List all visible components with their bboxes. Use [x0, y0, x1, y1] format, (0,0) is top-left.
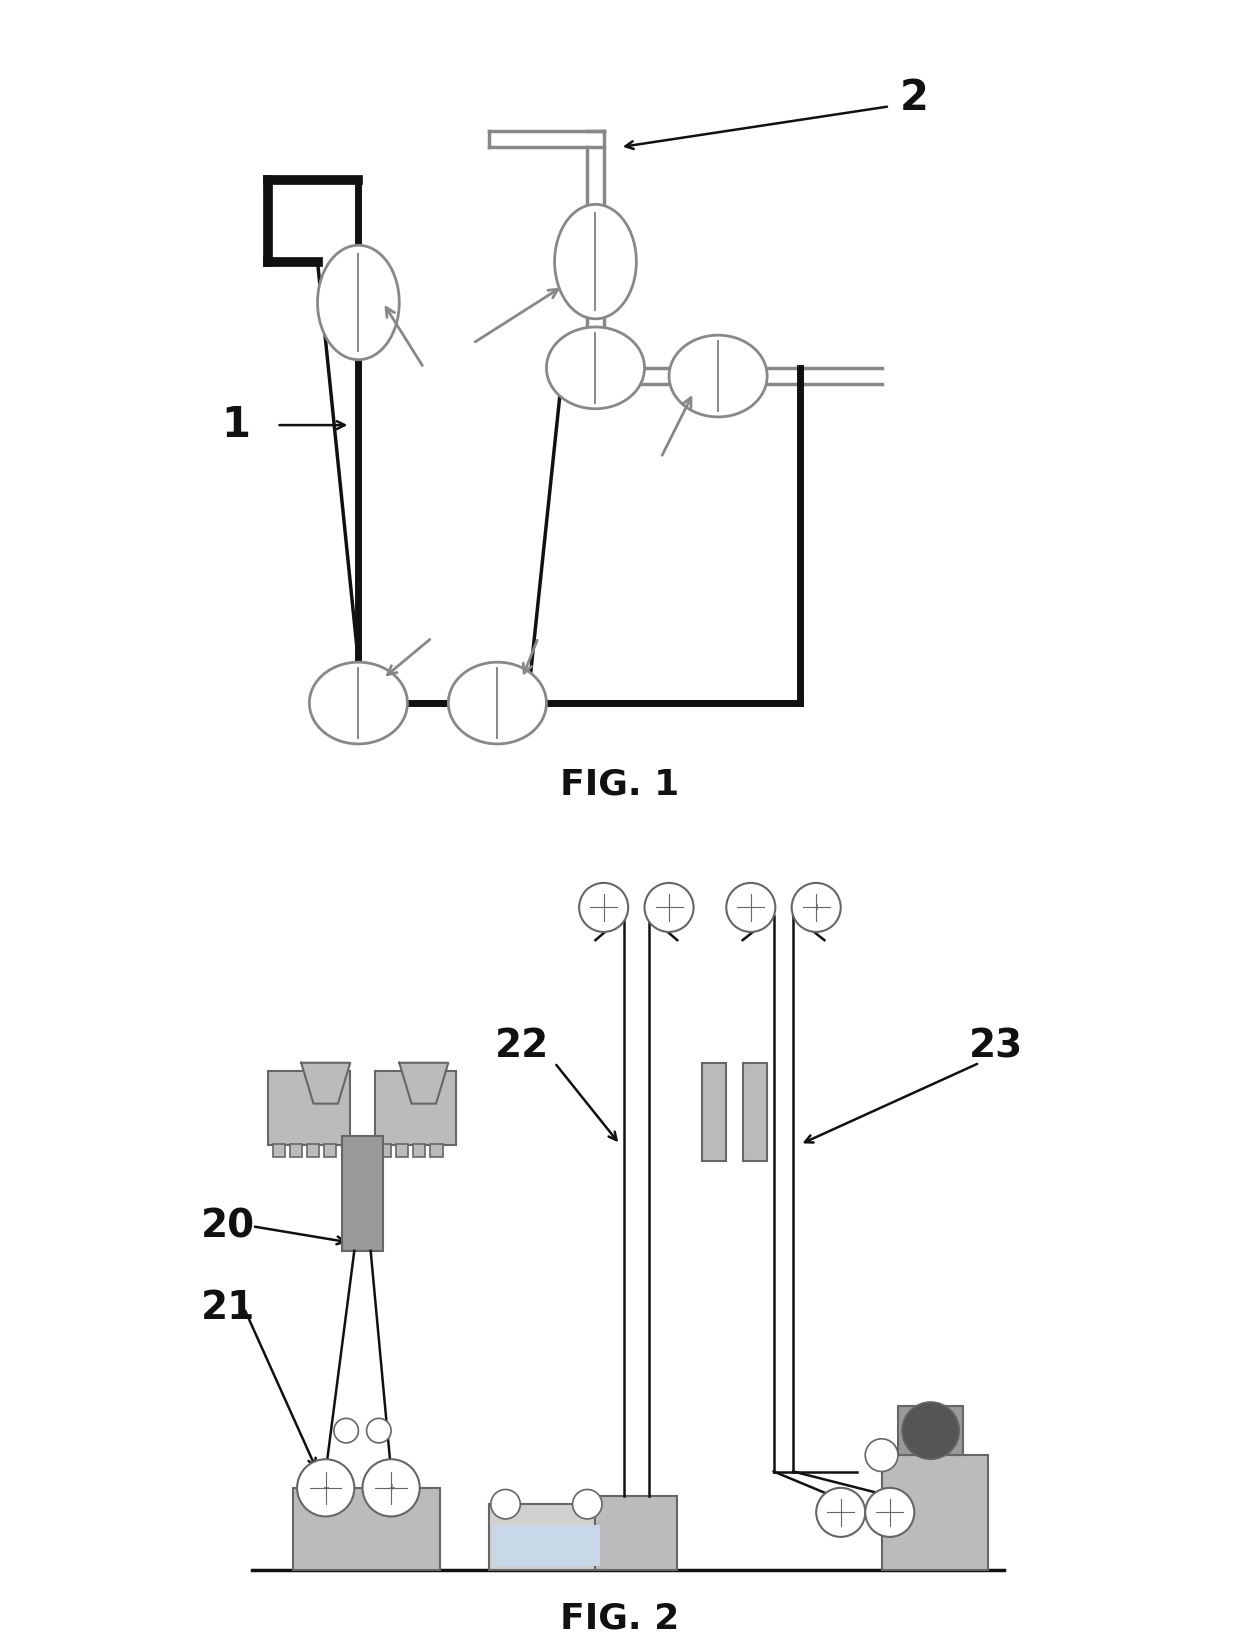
- Circle shape: [866, 1488, 914, 1537]
- Ellipse shape: [309, 662, 408, 744]
- Text: +: +: [600, 903, 608, 912]
- Bar: [374, 1071, 456, 1144]
- Text: +: +: [388, 1483, 394, 1493]
- Bar: [290, 1144, 303, 1158]
- Bar: [882, 1455, 988, 1570]
- Bar: [430, 1144, 443, 1158]
- Bar: [898, 1406, 963, 1455]
- Text: +: +: [887, 1507, 893, 1517]
- Bar: [702, 1063, 727, 1161]
- Text: FIG. 2: FIG. 2: [560, 1602, 680, 1635]
- Ellipse shape: [670, 335, 768, 417]
- Text: 1: 1: [221, 404, 250, 446]
- Bar: [324, 1144, 336, 1158]
- Circle shape: [573, 1489, 601, 1519]
- Text: +: +: [322, 1483, 329, 1493]
- Circle shape: [866, 1439, 898, 1472]
- Circle shape: [298, 1458, 355, 1517]
- Bar: [273, 1144, 285, 1158]
- Bar: [306, 1144, 319, 1158]
- Bar: [494, 1524, 600, 1566]
- Text: +: +: [748, 903, 754, 912]
- Bar: [293, 1488, 440, 1570]
- Text: 23: 23: [968, 1027, 1023, 1066]
- Ellipse shape: [547, 327, 645, 409]
- Ellipse shape: [449, 662, 547, 744]
- Bar: [595, 1496, 677, 1570]
- Text: 22: 22: [495, 1027, 549, 1066]
- Bar: [413, 1144, 425, 1158]
- Text: +: +: [812, 903, 820, 912]
- Ellipse shape: [554, 204, 636, 319]
- Bar: [342, 1136, 383, 1251]
- Polygon shape: [399, 1063, 449, 1104]
- Bar: [396, 1144, 408, 1158]
- Bar: [379, 1144, 391, 1158]
- Text: 2: 2: [900, 77, 929, 119]
- Circle shape: [362, 1458, 419, 1517]
- Text: 20: 20: [201, 1207, 254, 1246]
- Circle shape: [791, 883, 841, 932]
- Bar: [269, 1071, 350, 1144]
- Ellipse shape: [317, 245, 399, 360]
- Circle shape: [334, 1418, 358, 1442]
- Circle shape: [727, 883, 775, 932]
- Text: +: +: [666, 903, 672, 912]
- Circle shape: [367, 1418, 391, 1442]
- Bar: [490, 1504, 604, 1570]
- Circle shape: [816, 1488, 866, 1537]
- Bar: [743, 1063, 768, 1161]
- Text: 21: 21: [201, 1288, 254, 1328]
- Text: +: +: [837, 1507, 844, 1517]
- Circle shape: [901, 1401, 960, 1458]
- Circle shape: [491, 1489, 521, 1519]
- Text: FIG. 1: FIG. 1: [560, 768, 680, 801]
- Circle shape: [579, 883, 629, 932]
- Polygon shape: [301, 1063, 350, 1104]
- Circle shape: [645, 883, 693, 932]
